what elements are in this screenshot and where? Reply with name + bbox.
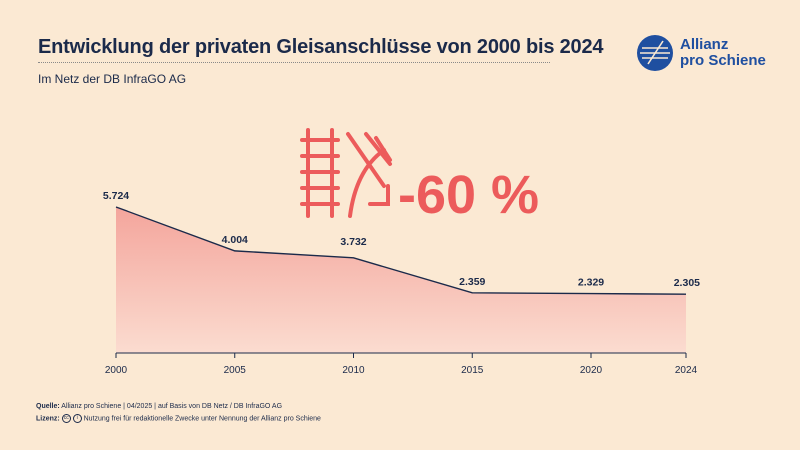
source-line: Quelle: Allianz pro Schiene | 04/2025 | … xyxy=(36,403,282,410)
logo-line-1: Allianz xyxy=(680,36,729,53)
license-label: Lizenz: xyxy=(36,415,60,423)
by-icon: i xyxy=(72,414,82,423)
x-tick-label: 2020 xyxy=(580,365,603,376)
chart-title: Entwicklung der privaten Gleisanschlüsse… xyxy=(38,36,604,58)
source-text: Allianz pro Schiene | 04/2025 | auf Basi… xyxy=(61,403,283,410)
series-line xyxy=(115,206,687,295)
area-fill xyxy=(116,207,686,353)
chart-subtitle: Im Netz der DB InfraGO AG xyxy=(38,72,187,86)
x-tick-label: 2000 xyxy=(105,365,128,376)
data-label: 5.724 xyxy=(103,190,129,202)
x-tick-label: 2010 xyxy=(342,365,365,376)
rail-track-decline-icon xyxy=(300,128,392,218)
x-tick-label: 2015 xyxy=(461,365,484,376)
logo-line-2: pro Schiene xyxy=(680,52,766,69)
x-tick-label: 2024 xyxy=(675,365,698,376)
x-tick-label: 2005 xyxy=(224,365,247,376)
license-line: Lizenz: cc i Nutzung frei für redaktione… xyxy=(36,414,321,423)
data-label: 2.359 xyxy=(459,276,485,288)
title-divider xyxy=(38,62,550,63)
allianz-logo-icon xyxy=(637,35,673,71)
data-label: 2.305 xyxy=(674,277,700,289)
data-label: 3.732 xyxy=(340,236,366,248)
allianz-logo: Allianz pro Schiene xyxy=(636,34,766,72)
license-text: Nutzung frei für redaktionelle Zwecke un… xyxy=(83,415,321,423)
data-label: 2.329 xyxy=(578,277,604,289)
data-label: 4.004 xyxy=(222,234,248,246)
decline-percentage: -60 % xyxy=(398,165,539,225)
cc-icon: cc xyxy=(61,414,71,423)
source-label: Quelle: xyxy=(36,403,60,410)
